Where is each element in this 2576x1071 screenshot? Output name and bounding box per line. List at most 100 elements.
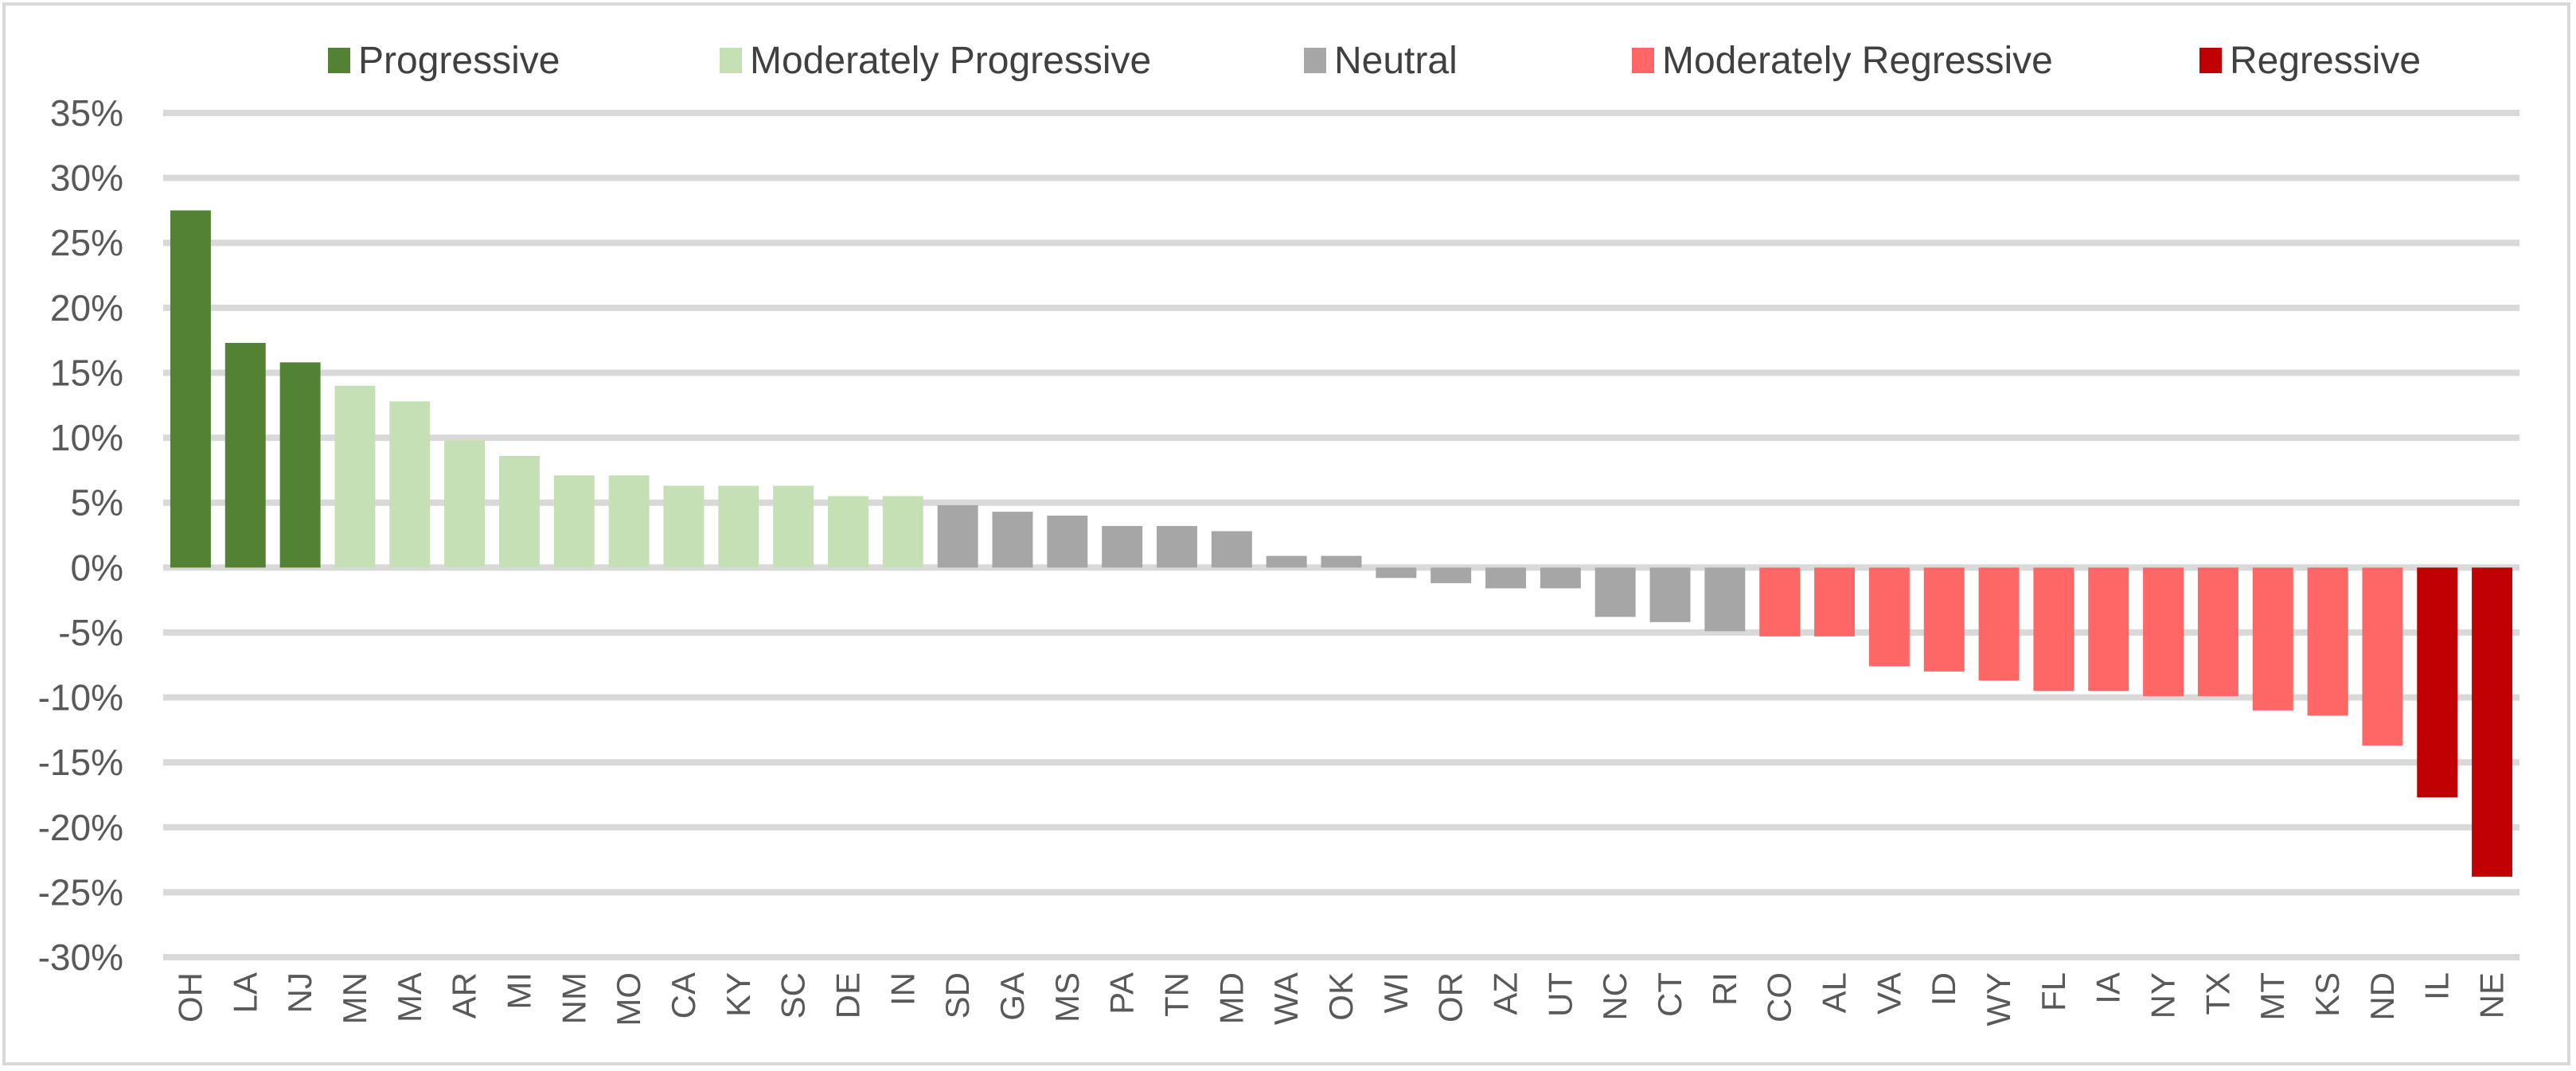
y-tick-label: 10% bbox=[50, 417, 123, 458]
y-tick-label: 20% bbox=[50, 287, 123, 329]
bar-ct bbox=[1649, 567, 1691, 622]
x-tick-label: IA bbox=[2090, 972, 2127, 1004]
x-tick-label: NC bbox=[1596, 972, 1633, 1021]
bar-il bbox=[2417, 567, 2458, 798]
bar-az bbox=[1485, 567, 1526, 589]
x-tick-label: LA bbox=[226, 972, 263, 1013]
bar-pa bbox=[1102, 526, 1143, 568]
bar-tx bbox=[2197, 567, 2238, 696]
x-tick-label: MO bbox=[610, 972, 647, 1026]
bar-ne bbox=[2472, 567, 2513, 877]
y-tick-label: 15% bbox=[50, 352, 123, 393]
y-tick-label: -30% bbox=[38, 937, 123, 978]
bar-la bbox=[224, 342, 266, 568]
x-tick-label: OH bbox=[171, 972, 209, 1022]
legend-item: Regressive bbox=[2199, 40, 2421, 82]
x-tick-label: RI bbox=[1706, 972, 1743, 1006]
x-tick-label: CA bbox=[665, 972, 702, 1018]
legend-item: Moderately Regressive bbox=[1632, 40, 2053, 82]
bar-ky bbox=[718, 485, 759, 568]
x-tick-label: NM bbox=[555, 972, 592, 1024]
bar-tn bbox=[1157, 526, 1197, 568]
bar-oh bbox=[170, 210, 211, 568]
x-tick-label: FL bbox=[2035, 972, 2072, 1011]
bar-nj bbox=[279, 362, 321, 568]
bar-ms bbox=[1047, 516, 1088, 568]
x-tick-label: MI bbox=[500, 972, 537, 1010]
x-tick-label: ID bbox=[1925, 972, 1962, 1006]
x-axis-labels: OH LA NJ MN MA AR MI NM MO CA KY SC DE IN SD GA MS PA TN MD… bbox=[171, 972, 2510, 1026]
legend-swatch bbox=[720, 48, 742, 73]
x-tick-label: AZ bbox=[1487, 972, 1524, 1015]
bar-ok bbox=[1321, 555, 1362, 568]
x-tick-label: NE bbox=[2473, 972, 2511, 1018]
bar-mo bbox=[608, 475, 650, 568]
legend-label: Moderately Regressive bbox=[1662, 40, 2053, 82]
x-tick-label: IL bbox=[2418, 972, 2456, 1000]
y-tick-label: -5% bbox=[58, 612, 123, 653]
x-tick-label: NJ bbox=[281, 972, 318, 1013]
legend-item: Progressive bbox=[328, 40, 560, 82]
bar-mn bbox=[334, 385, 376, 568]
x-tick-label: OK bbox=[1322, 972, 1360, 1021]
x-tick-label: MT bbox=[2254, 972, 2291, 1021]
x-tick-label: NY bbox=[2145, 972, 2182, 1018]
y-tick-label: 5% bbox=[71, 482, 123, 524]
x-tick-label: ND bbox=[2363, 972, 2401, 1021]
bar-in bbox=[882, 496, 923, 568]
x-tick-label: KY bbox=[720, 972, 757, 1017]
legend-swatch bbox=[2199, 48, 2222, 73]
bar-ny bbox=[2143, 567, 2184, 696]
x-tick-label: UT bbox=[1541, 972, 1579, 1017]
bar-ar bbox=[444, 440, 486, 568]
x-tick-label: CO bbox=[1761, 972, 1798, 1022]
bar-ks bbox=[2307, 567, 2348, 716]
bar-al bbox=[1814, 567, 1856, 637]
x-tick-label: IN bbox=[884, 972, 921, 1006]
legend-swatch bbox=[328, 48, 350, 73]
bar-ga bbox=[992, 512, 1033, 568]
legend-swatch bbox=[1304, 48, 1326, 73]
legend-item: Moderately Progressive bbox=[720, 40, 1151, 82]
x-tick-label: AL bbox=[1816, 972, 1853, 1013]
x-tick-label: TX bbox=[2199, 972, 2236, 1015]
bar-ut bbox=[1540, 567, 1581, 589]
bar-sc bbox=[773, 485, 814, 568]
legend-label: Progressive bbox=[358, 40, 560, 82]
legend-label: Regressive bbox=[2230, 40, 2421, 82]
y-tick-label: -20% bbox=[38, 807, 123, 848]
y-tick-label: -25% bbox=[38, 871, 123, 913]
x-tick-label: SC bbox=[775, 972, 812, 1018]
legend-item: Neutral bbox=[1304, 40, 1458, 82]
bar-ca bbox=[663, 485, 704, 568]
bar-wy bbox=[1978, 567, 2020, 681]
bar-md bbox=[1211, 531, 1252, 568]
bar-ri bbox=[1704, 567, 1746, 632]
x-tick-label: OR bbox=[1432, 972, 1469, 1022]
bar-ia bbox=[2088, 567, 2129, 691]
bar-wi bbox=[1376, 567, 1417, 578]
bar-id bbox=[1923, 567, 1965, 672]
legend-swatch bbox=[1632, 48, 1654, 73]
bars bbox=[170, 210, 2513, 877]
bar-mt bbox=[2252, 567, 2293, 711]
y-tick-label: 25% bbox=[50, 222, 123, 263]
x-tick-label: WI bbox=[1377, 972, 1415, 1013]
legend: Progressive Moderately Progressive Neutral… bbox=[328, 40, 2421, 82]
x-tick-label: WY bbox=[1980, 972, 2017, 1026]
bar-ma bbox=[389, 401, 431, 568]
y-axis-ticks: 35% 30% 25% 20% 15% 10% 5% 0% -5% -10% -15% -20% -25… bbox=[38, 92, 123, 978]
bar-mi bbox=[498, 455, 540, 568]
x-tick-label: AR bbox=[446, 972, 483, 1018]
x-tick-label: PA bbox=[1103, 972, 1141, 1015]
bar-nm bbox=[553, 475, 595, 568]
y-tick-label: -10% bbox=[38, 677, 123, 719]
x-tick-label: DE bbox=[829, 972, 866, 1018]
bar-nc bbox=[1594, 567, 1636, 617]
y-tick-label: 35% bbox=[50, 92, 123, 134]
x-tick-label: VA bbox=[1870, 972, 1907, 1015]
x-tick-label: CT bbox=[1651, 972, 1688, 1017]
x-tick-label: MA bbox=[391, 972, 428, 1022]
x-tick-label: KS bbox=[2309, 972, 2346, 1017]
